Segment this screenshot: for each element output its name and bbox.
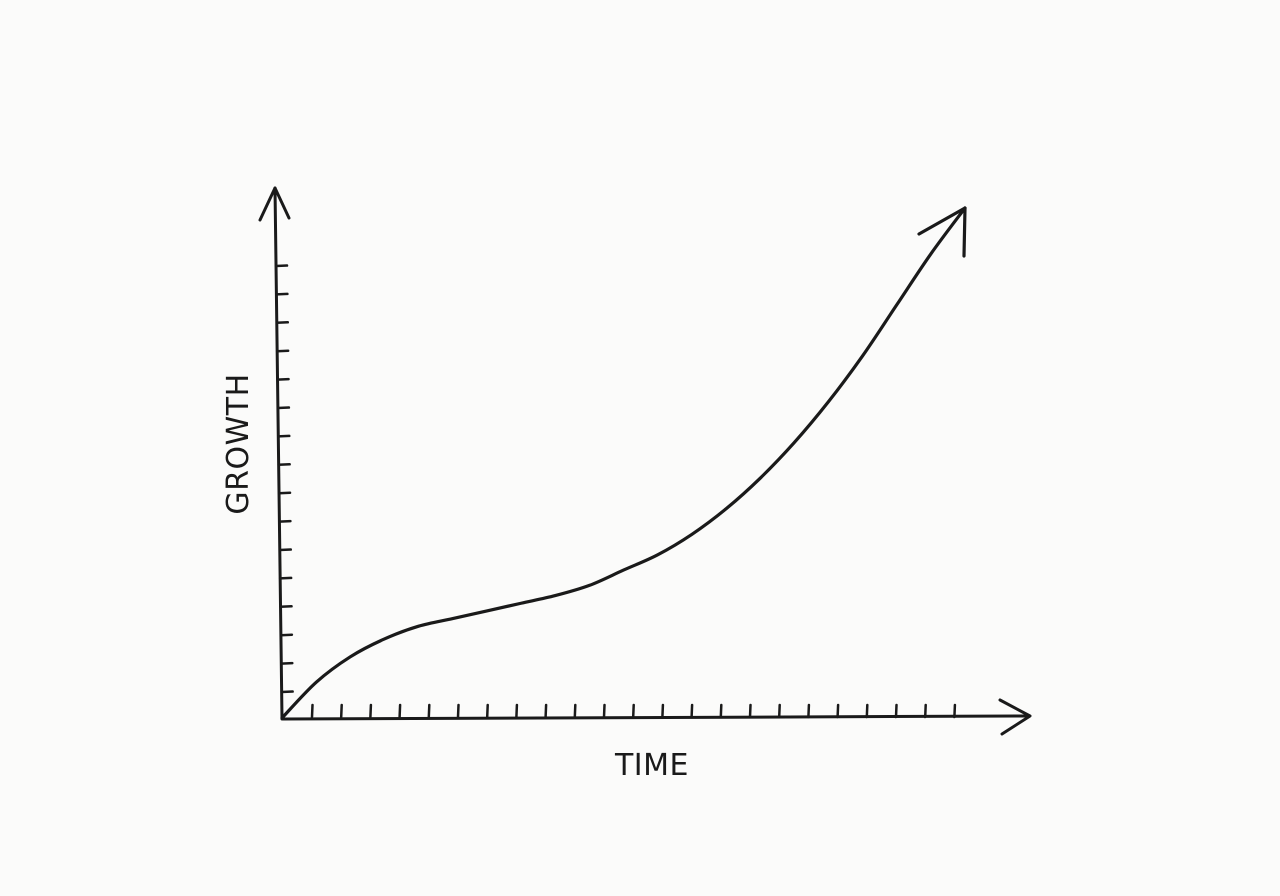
x-axis-arrowhead	[998, 698, 1032, 736]
series	[280, 206, 967, 720]
x-tick	[515, 703, 519, 719]
y-tick	[275, 321, 290, 325]
axes	[258, 186, 1032, 736]
x-tick	[836, 703, 840, 719]
x-tick	[602, 703, 606, 719]
x-tick	[544, 703, 548, 719]
x-tick	[748, 703, 752, 719]
x-tick	[953, 703, 957, 719]
x-tick	[690, 703, 694, 719]
x-tick	[310, 703, 314, 719]
y-tick	[275, 292, 289, 296]
y-tick	[279, 605, 293, 609]
y-tick	[280, 661, 294, 665]
x-tick	[719, 703, 723, 719]
series-line	[280, 206, 967, 720]
y-tick	[280, 690, 294, 694]
y-tick	[279, 633, 294, 637]
y-tick	[277, 463, 291, 467]
x-tick	[369, 703, 373, 719]
y-tick	[277, 491, 292, 495]
x-tick	[456, 703, 460, 719]
series-arrowhead	[917, 206, 967, 258]
x-tick	[485, 703, 489, 719]
x-tick	[339, 703, 343, 719]
x-tick	[398, 703, 402, 719]
x-axis-line	[280, 714, 1030, 721]
x-tick	[631, 703, 635, 719]
x-tick	[807, 703, 811, 719]
y-tick	[278, 576, 293, 580]
x-tick	[777, 703, 781, 719]
axis-ticks	[274, 264, 957, 719]
x-tick	[573, 703, 577, 719]
y-axis-label: GROWTH	[221, 373, 256, 514]
y-tick	[276, 377, 290, 381]
y-axis-arrowhead	[258, 186, 291, 222]
x-tick	[894, 703, 898, 719]
x-tick	[661, 703, 665, 719]
y-tick	[277, 434, 291, 438]
y-tick	[278, 548, 293, 552]
y-tick	[274, 264, 289, 268]
x-axis-label: TIME	[614, 748, 689, 783]
y-tick	[276, 406, 291, 410]
x-tick	[923, 703, 927, 719]
x-tick	[865, 703, 869, 719]
y-tick	[275, 349, 290, 353]
x-tick	[427, 703, 431, 719]
y-tick	[278, 519, 292, 523]
y-axis-line	[273, 186, 284, 720]
